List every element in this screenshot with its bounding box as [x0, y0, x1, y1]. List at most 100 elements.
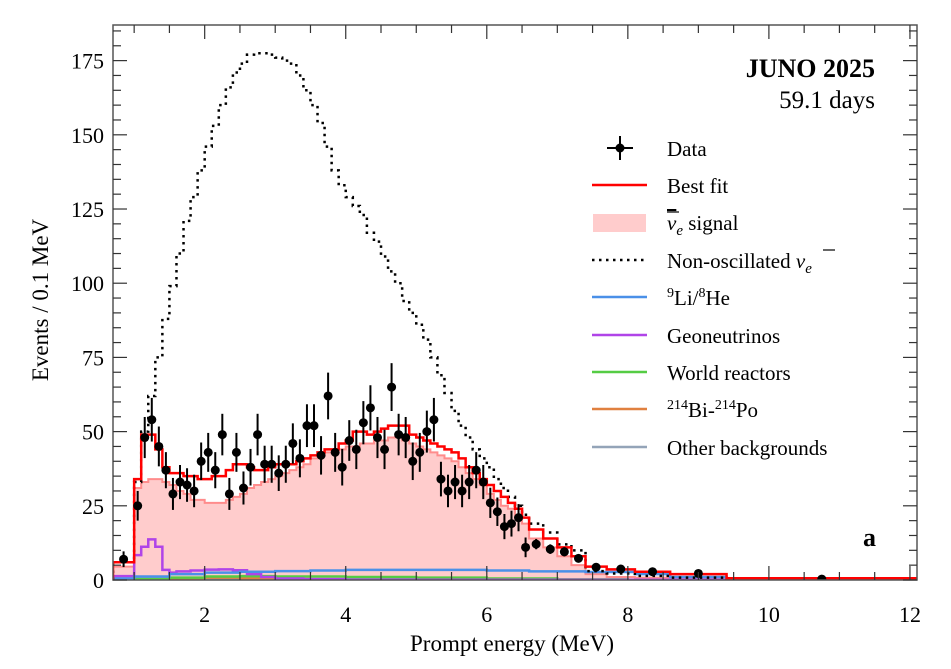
data-point	[559, 547, 569, 557]
data-point	[224, 489, 234, 499]
data-point	[415, 447, 425, 457]
data-point	[471, 465, 481, 475]
data-point	[436, 474, 446, 484]
legend-item-nonoscillated: Non-oscillated νe	[592, 249, 835, 277]
data-point	[478, 477, 488, 487]
data-point	[147, 415, 157, 425]
data-point	[351, 444, 361, 454]
data-point	[316, 450, 326, 460]
data-point	[648, 567, 658, 577]
plot-area	[113, 51, 917, 580]
x-tick-label: 4	[340, 602, 351, 627]
y-tick-label: 0	[93, 568, 104, 593]
data-point	[506, 519, 516, 529]
data-point	[246, 462, 256, 472]
data-point	[302, 421, 312, 431]
y-axis-label: Events / 0.1 MeV	[28, 218, 53, 381]
data-point	[267, 459, 277, 469]
data-point	[133, 501, 143, 511]
data-point	[429, 415, 439, 425]
legend-label-best-fit: Best fit	[667, 174, 728, 198]
legend-item-geoneutrinos: Geoneutrinos	[592, 324, 780, 348]
data-point	[182, 480, 192, 490]
data-point	[450, 477, 460, 487]
data-point	[274, 468, 284, 478]
y-tick-label: 75	[82, 345, 104, 370]
data-point	[295, 453, 305, 463]
legend-data-marker	[615, 143, 625, 153]
x-tick-label: 2	[199, 602, 210, 627]
y-tick-label: 50	[82, 420, 104, 445]
legend-item-lihe: 9Li/8He	[592, 286, 730, 310]
x-tick-label: 10	[758, 602, 780, 627]
data-point	[380, 444, 390, 454]
y-tick-label: 125	[71, 197, 104, 222]
legend-label-lihe: 9Li/8He	[667, 286, 730, 310]
chart-subtitle: 59.1 days	[779, 87, 875, 114]
data-point	[161, 465, 171, 475]
legend-label-world-reactors: World reactors	[667, 361, 791, 385]
chart-title: JUNO 2025	[746, 54, 875, 83]
data-point	[260, 459, 270, 469]
data-point	[189, 486, 199, 496]
legend-label-other-backgrounds: Other backgrounds	[667, 436, 827, 460]
data-point	[140, 433, 150, 443]
legend-item-data: Data	[607, 136, 707, 161]
data-point	[387, 382, 397, 392]
x-tick-label: 8	[622, 602, 633, 627]
data-point	[337, 462, 347, 472]
data-point	[231, 447, 241, 457]
data-point	[203, 447, 213, 457]
data-point	[323, 391, 333, 401]
data-point	[492, 507, 502, 517]
data-point	[514, 513, 524, 523]
legend-label-nonoscillated: Non-oscillated νe	[667, 249, 812, 277]
data-point	[616, 564, 626, 574]
data-point	[344, 436, 354, 446]
data-point	[288, 438, 298, 448]
legend: Data Best fit νe signal Non-oscillated ν…	[592, 136, 835, 460]
data-point	[210, 465, 220, 475]
x-tick-label: 12	[899, 602, 921, 627]
data-point	[365, 403, 375, 413]
y-tick-label: 100	[71, 271, 104, 296]
data-point	[358, 418, 368, 428]
y-tick-label: 175	[71, 49, 104, 74]
panel-label: a	[863, 523, 876, 552]
data-point	[154, 441, 164, 451]
data-point	[330, 447, 340, 457]
data-point	[422, 427, 432, 437]
data-point	[401, 433, 411, 443]
data-point	[464, 477, 474, 487]
data-point	[175, 477, 185, 487]
data-point	[394, 430, 404, 440]
data-point	[545, 544, 555, 554]
legend-item-other-backgrounds: Other backgrounds	[592, 436, 827, 460]
data-point	[499, 522, 509, 532]
axes: 2 4 6 8 10 12 0 25 50 75 100 125 150 175	[71, 24, 921, 627]
data-point	[238, 483, 248, 493]
legend-item-signal: νe signal	[593, 211, 739, 239]
legend-item-world-reactors: World reactors	[592, 361, 791, 385]
data-point	[168, 489, 178, 499]
legend-item-bipo: 214Bi-214Po	[592, 398, 758, 422]
x-axis-label: Prompt energy (MeV)	[410, 631, 614, 656]
y-tick-label: 150	[71, 123, 104, 148]
data-point	[521, 542, 531, 552]
data-point	[591, 562, 601, 572]
geoneutrinos-line	[113, 538, 917, 580]
data-point	[573, 553, 583, 563]
data-point	[196, 456, 206, 466]
legend-label-data: Data	[667, 137, 707, 161]
data-point	[253, 430, 263, 440]
legend-label-bipo: 214Bi-214Po	[667, 398, 758, 422]
data-point	[817, 574, 827, 580]
data-point	[408, 456, 418, 466]
data-point	[119, 554, 129, 564]
y-tick-label: 25	[82, 494, 104, 519]
legend-label-geoneutrinos: Geoneutrinos	[667, 324, 780, 348]
data-point	[457, 486, 467, 496]
data-point	[531, 539, 541, 549]
data-point	[309, 421, 319, 431]
